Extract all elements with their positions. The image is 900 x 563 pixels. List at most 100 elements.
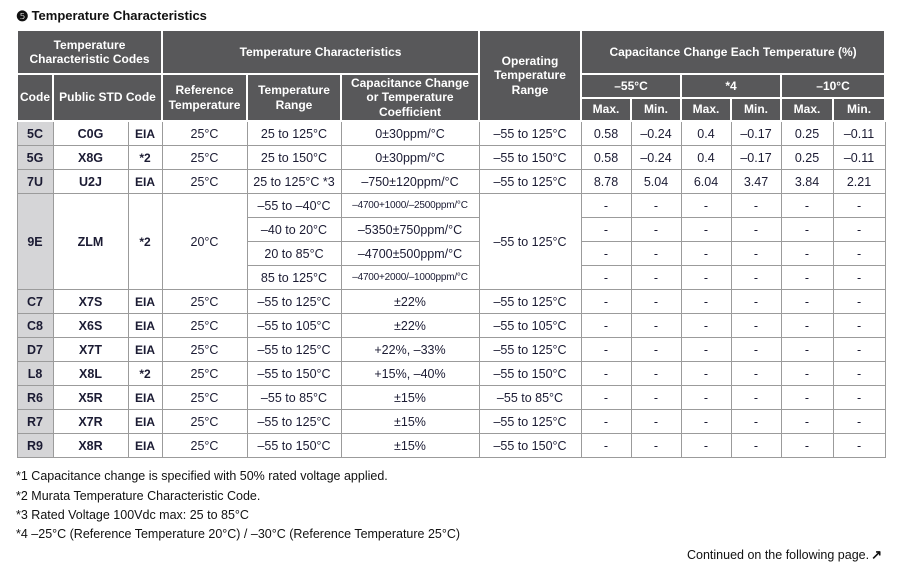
table-cell: –55 to 125°C [478,169,582,195]
table-cell: - [580,361,632,387]
header-temp-characteristics: Temperature Characteristics [161,29,480,75]
table-cell: 0.58 [580,145,632,171]
table-cell: 85 to 125°C [246,265,342,291]
table-cell: 25°C [161,385,248,411]
table-row: 9E ZLM *2 20°C –55 to –40°C –4700+1000/–2500p… [16,193,886,291]
table-cell: - [580,217,632,243]
header-temperature-range: Temperature Range [246,72,342,123]
table-cell: X5R [52,385,129,411]
table-cell: 0±30ppm/°C [340,145,480,171]
table-cell: EIA [127,289,163,315]
table-cell: 6.04 [680,169,732,195]
table-cell: - [730,337,782,363]
table-cell: ±15% [340,409,480,435]
table-cell: –55 to 105°C [246,313,342,339]
table-cell: - [780,337,834,363]
table-cell: - [630,241,682,267]
table-cell: - [580,313,632,339]
table-cell: - [680,289,732,315]
table-cell: - [680,385,732,411]
table-cell: EIA [127,120,163,147]
code-cell: C8 [16,313,54,339]
table-cell: 20 to 85°C [246,241,342,267]
table-cell: X7S [52,289,129,315]
table-cell: 25°C [161,337,248,363]
code-cell: R6 [16,385,54,411]
table-cell: EIA [127,313,163,339]
header-max: Max. [680,97,732,123]
table-header: Temperature Characteristic Codes Tempera… [16,28,887,123]
table-cell: ±15% [340,433,480,459]
table-cell: 25°C [161,433,248,459]
table-cell: EIA [127,433,163,459]
table-cell: 0±30ppm/°C [340,120,480,147]
table-cell: +22%, –33% [340,337,480,363]
code-cell: D7 [16,337,54,363]
code-cell: R7 [16,409,54,435]
table-cell: –55 to –40°C [246,193,342,219]
table-cell: - [580,385,632,411]
table-cell: –55 to 85°C [246,385,342,411]
table-cell: ±15% [340,385,480,411]
table-cell: - [780,409,834,435]
code-cell: 9E [16,193,54,291]
table-cell: ±22% [340,289,480,315]
table-row: L8 X8L *2 25°C –55 to 150°C +15%, –40% –55 to … [16,361,886,387]
table-cell: - [832,433,886,459]
footnote-2: *2 Murata Temperature Characteristic Cod… [16,488,261,503]
table-cell: - [580,193,632,219]
code-cell: C7 [16,289,54,315]
table-cell: –5350±750ppm/°C [340,217,480,243]
table-cell: –55 to 85°C [478,385,582,411]
code-cell: L8 [16,361,54,387]
table-cell: - [832,289,886,315]
table-cell: - [630,289,682,315]
table-cell: - [630,313,682,339]
table-cell: - [630,337,682,363]
table-cell: - [580,433,632,459]
table-cell: - [580,241,632,267]
table-cell: –0.24 [630,120,682,147]
table-cell: –55 to 105°C [478,313,582,339]
table-cell: –55 to 150°C [246,361,342,387]
header-public-std-code: Public STD Code [52,72,163,123]
header-temp-char-codes: Temperature Characteristic Codes [16,29,163,75]
header-temp-group-star4: *4 [680,72,782,100]
header-operating-temp-range: Operating Temperature Range [478,28,582,123]
footnote-4: *4 –25°C (Reference Temperature 20°C) / … [16,527,461,542]
section-title-text: Temperature Characteristics [31,8,207,23]
table-row: C8 X6S EIA 25°C –55 to 105°C ±22% –55 to 105°C… [16,313,886,339]
table-cell: - [630,265,682,291]
table-cell: - [730,385,782,411]
table-row: 5G X8G *2 25°C 25 to 150°C 0±30ppm/°C –55 to 1… [16,145,886,171]
table-cell: 25°C [161,120,248,147]
table-cell: - [580,337,632,363]
table-cell: - [780,265,834,291]
table-cell: - [730,241,782,267]
table-cell: 2.21 [832,169,886,195]
table-cell: EIA [127,385,163,411]
table-cell: - [730,361,782,387]
table-cell: –40 to 20°C [246,217,342,243]
table-cell: - [780,193,834,219]
table-cell: –55 to 125°C [478,289,582,315]
table-row: R6 X5R EIA 25°C –55 to 85°C ±15% –55 to 85°C - -… [16,385,886,411]
table-cell: U2J [52,169,129,195]
table-cell: ±22% [340,313,480,339]
table-cell: –55 to 125°C [246,337,342,363]
table-cell: - [630,433,682,459]
header-max: Max. [580,97,632,123]
table-cell: EIA [127,337,163,363]
table-cell: –55 to 125°C [478,409,582,435]
table-cell: - [780,361,834,387]
table-cell: - [630,217,682,243]
table-cell: 20°C [161,193,248,291]
table-cell: - [680,217,732,243]
table-cell: - [680,409,732,435]
table-cell: EIA [127,169,163,195]
table-cell: X6S [52,313,129,339]
table-cell: - [832,385,886,411]
table-cell: –0.11 [832,120,886,147]
table-cell: - [630,361,682,387]
